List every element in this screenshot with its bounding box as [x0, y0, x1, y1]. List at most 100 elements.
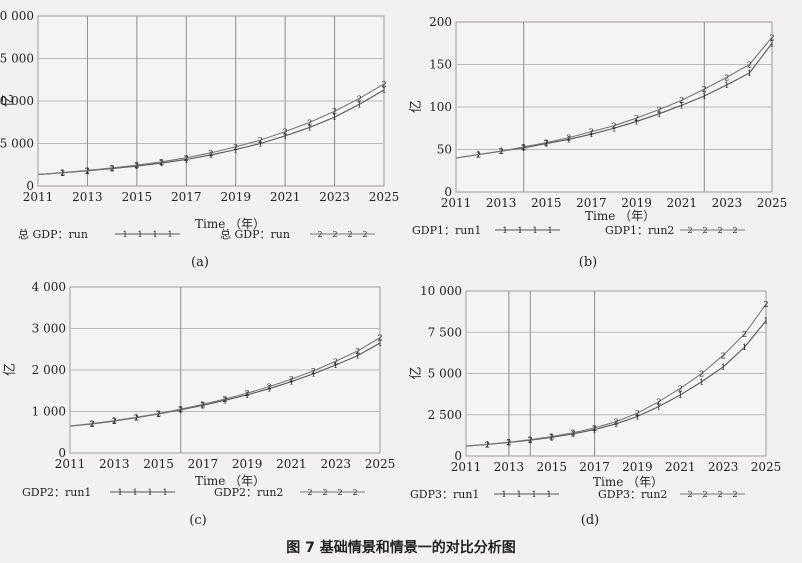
series-marker-1: 1 — [85, 167, 90, 176]
legend-marker-2: 2 — [332, 230, 337, 239]
y-tick-label: 0 — [58, 446, 66, 460]
series-marker-1: 1 — [222, 396, 227, 405]
series-marker-2: 2 — [184, 154, 189, 163]
legend-marker-1: 1 — [531, 490, 536, 499]
y-tick-label: 200 — [429, 15, 452, 29]
series-marker-1: 1 — [245, 391, 250, 400]
panel-label: (b) — [579, 255, 597, 270]
legend-marker-1: 1 — [547, 226, 552, 235]
series-marker-2: 2 — [656, 398, 661, 407]
x-tick-label: 2017 — [579, 460, 610, 474]
chart-panel-b: 0 50 100 150 200 2011 2013 2015 2017 2019 2021 2023… — [409, 15, 788, 270]
series-marker-1: 1 — [747, 69, 752, 78]
series-marker-1: 1 — [763, 317, 768, 326]
series-marker-2: 2 — [355, 347, 360, 356]
legend-marker-2: 2 — [337, 488, 342, 497]
series-marker-2: 2 — [544, 139, 549, 148]
series-marker-2: 2 — [134, 161, 139, 170]
series-marker-1: 1 — [589, 130, 594, 139]
y-axis-label: 亿 — [1, 94, 16, 107]
series-marker-2: 2 — [178, 405, 183, 414]
legend-marker-1: 1 — [516, 490, 521, 499]
series-marker-1: 1 — [332, 113, 337, 122]
x-tick-label: 2015 — [531, 196, 562, 210]
series-marker-1: 1 — [528, 436, 533, 445]
series-marker-1: 1 — [635, 412, 640, 421]
series-marker-1: 1 — [678, 391, 683, 400]
legend-marker-1: 1 — [162, 488, 167, 497]
x-tick-label: 2017 — [171, 190, 202, 204]
legend-marker-1: 1 — [501, 490, 506, 499]
x-tick-label: 2025 — [751, 460, 782, 474]
y-tick-label: 3 000 — [32, 322, 66, 336]
series-marker-2: 2 — [589, 128, 594, 137]
series-marker-2: 2 — [377, 334, 382, 343]
series-marker-1: 1 — [485, 440, 490, 449]
x-tick-label: 2025 — [369, 190, 400, 204]
series-marker-1: 1 — [258, 140, 263, 149]
series-marker-1: 1 — [60, 169, 65, 178]
x-axis-label: Time （年） — [195, 217, 265, 231]
legend-marker-2: 2 — [347, 230, 352, 239]
series-marker-2: 2 — [332, 107, 337, 116]
legend-marker-2: 2 — [352, 488, 357, 497]
legend-marker-1: 1 — [137, 230, 142, 239]
y-tick-label: 0 — [444, 185, 452, 199]
panel-label: (c) — [189, 513, 206, 528]
series-marker-2: 2 — [267, 383, 272, 392]
y-tick-label: 15 000 — [0, 52, 34, 66]
panel-label: (a) — [191, 255, 209, 270]
legend-marker-1: 1 — [546, 490, 551, 499]
series-marker-2: 2 — [289, 375, 294, 384]
y-tick-label: 2 000 — [32, 363, 66, 377]
series-line-2 — [465, 303, 767, 447]
series-marker-2: 2 — [549, 433, 554, 442]
series-marker-1: 1 — [613, 420, 618, 429]
series-marker-1: 1 — [267, 385, 272, 394]
series-marker-2: 2 — [763, 300, 768, 309]
series-marker-2: 2 — [85, 166, 90, 175]
legend-label-1: GDP1：run1 — [412, 224, 481, 237]
series-marker-1: 1 — [110, 165, 115, 174]
legend-label-2: GDP3：run2 — [598, 488, 667, 501]
figure-caption: 图 7 基础情景和情景一的对比分析图 — [286, 540, 516, 556]
legend-label-2: GDP2：run2 — [214, 486, 283, 499]
x-tick-label: 2013 — [72, 190, 103, 204]
y-tick-label: 1 000 — [32, 405, 66, 419]
x-tick-label: 2025 — [757, 196, 788, 210]
series-marker-1: 1 — [506, 438, 511, 447]
x-tick-label: 2013 — [486, 196, 517, 210]
x-tick-label: 2011 — [55, 457, 86, 471]
series-marker-1: 1 — [134, 414, 139, 423]
series-marker-2: 2 — [200, 400, 205, 409]
series-marker-2: 2 — [769, 33, 774, 42]
legend-marker-2: 2 — [317, 230, 322, 239]
series-marker-1: 1 — [611, 124, 616, 133]
series-marker-2: 2 — [381, 80, 386, 89]
series-marker-2: 2 — [566, 134, 571, 143]
y-tick-label: 50 — [437, 143, 452, 157]
chart-panel-a: 0 5 000 10 000 15 000 20 000 2011 2013 2015 2017… — [0, 9, 400, 270]
y-axis-label: 亿 — [409, 366, 424, 379]
series-marker-1: 1 — [200, 401, 205, 410]
x-tick-label: 2015 — [536, 460, 567, 474]
series-marker-2: 2 — [134, 413, 139, 422]
series-marker-2: 2 — [506, 438, 511, 447]
y-tick-label: 7 500 — [428, 325, 462, 339]
series-marker-1: 1 — [159, 159, 164, 168]
series-marker-2: 2 — [679, 96, 684, 105]
series-marker-1: 1 — [134, 162, 139, 171]
x-tick-label: 2011 — [23, 190, 54, 204]
y-tick-label: 5 000 — [0, 137, 34, 151]
series-marker-1: 1 — [769, 39, 774, 48]
series-marker-1: 1 — [679, 101, 684, 110]
x-tick-label: 2021 — [276, 457, 307, 471]
series-marker-2: 2 — [521, 143, 526, 152]
series-marker-1: 1 — [233, 146, 238, 155]
series-marker-1: 1 — [721, 363, 726, 372]
legend-marker-2: 2 — [362, 230, 367, 239]
y-axis-label: 亿 — [409, 100, 424, 113]
chart-panel-c: 0 1 000 2 000 3 000 4 000 2011 2013 2015 2017 201… — [3, 280, 395, 528]
legend-marker-2: 2 — [732, 226, 737, 235]
